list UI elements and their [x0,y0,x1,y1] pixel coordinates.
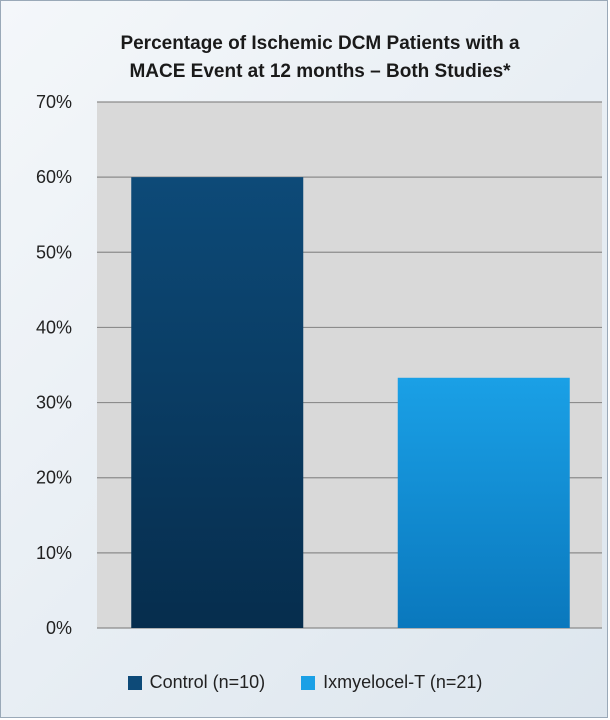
bar-control [131,177,304,628]
bar-ixmyelocel [397,377,570,628]
y-tick-label: 0% [46,618,72,638]
legend-item-ixmyelocel: Ixmyelocel-T (n=21) [301,672,482,693]
y-tick-label: 10% [36,543,72,563]
y-tick-label: 30% [36,393,72,413]
y-tick-label: 40% [36,317,72,337]
y-tick-label: 50% [36,242,72,262]
chart-title-line-2: MACE Event at 12 months – Both Studies* [129,61,511,82]
legend-swatch-control [127,675,142,690]
legend-item-control: Control (n=10) [127,672,266,693]
chart-title: Percentage of Ischemic DCM Patients with… [60,30,580,86]
legend-swatch-ixmyelocel [301,675,316,690]
y-tick-label: 60% [36,167,72,187]
legend: Control (n=10) Ixmyelocel-T (n=21) [0,672,610,693]
legend-label-control: Control (n=10) [149,672,266,692]
legend-label-ixmyelocel: Ixmyelocel-T (n=21) [323,672,483,692]
y-tick-label: 20% [36,468,72,488]
y-tick-label: 70% [36,92,72,112]
chart-title-line-1: Percentage of Ischemic DCM Patients with… [120,33,520,54]
